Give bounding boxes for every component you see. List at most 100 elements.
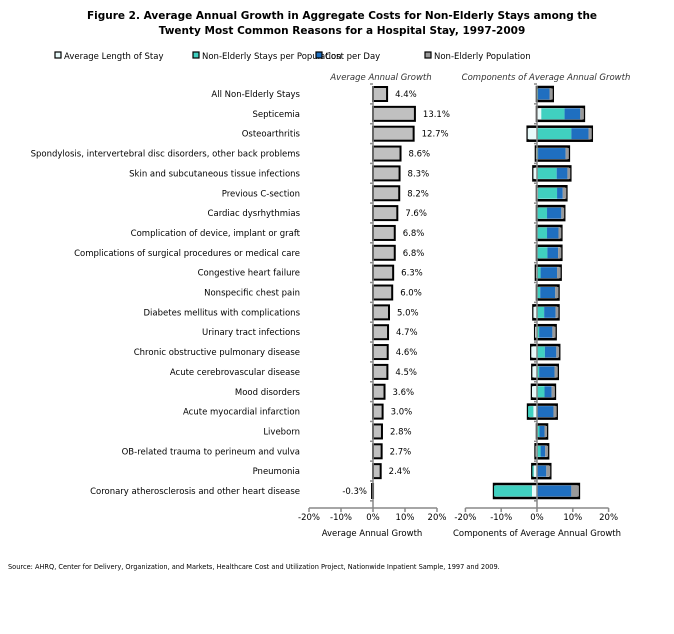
segment-cost — [537, 486, 571, 497]
value-label: 8.2% — [407, 189, 429, 199]
value-label: 8.6% — [409, 150, 431, 160]
left-subtitle: Average Annual Growth — [329, 73, 431, 83]
segment-stays — [532, 466, 533, 477]
category-label: Acute myocardial infarction — [183, 408, 300, 418]
total-growth-bar — [373, 385, 385, 399]
right-x-tick-label: 10% — [563, 513, 582, 523]
segment-cost — [547, 247, 558, 258]
total-growth-bar — [373, 186, 399, 200]
total-growth-bar — [373, 305, 389, 319]
left-x-axis-title: Average Annual Growth — [322, 529, 423, 539]
segment-cost — [541, 446, 546, 457]
segment-cost — [539, 366, 554, 377]
total-growth-bar — [373, 444, 382, 458]
category-label: OB-related trauma to perineum and vulva — [122, 447, 300, 457]
total-growth-bar — [373, 345, 388, 359]
segment-pop — [589, 128, 592, 139]
chart-title-line2: Twenty Most Common Reasons for a Hospita… — [159, 25, 526, 37]
total-growth-bar — [373, 206, 397, 220]
segment-cost — [545, 347, 556, 358]
value-label: 7.6% — [405, 209, 427, 219]
legend-swatch-los — [55, 52, 61, 58]
segment-cost — [537, 466, 546, 477]
segment-pop — [556, 347, 559, 358]
segment-pop — [546, 466, 550, 477]
value-label: 8.3% — [408, 169, 430, 179]
total-growth-bar — [373, 107, 415, 121]
legend-swatch-cost — [316, 52, 322, 58]
total-growth-bar — [373, 266, 393, 280]
segment-stays — [537, 287, 540, 298]
segment-pop — [561, 208, 564, 219]
category-label: Nonspecific chest pain — [204, 289, 300, 299]
segment-pop — [555, 366, 558, 377]
total-growth-bar — [373, 424, 382, 438]
total-growth-bar — [373, 286, 392, 300]
segment-pop — [580, 108, 584, 119]
value-label: 4.4% — [395, 90, 417, 100]
value-label: 12.7% — [422, 130, 449, 140]
segment-los — [531, 347, 537, 358]
segment-cost — [557, 188, 563, 199]
category-label: Cardiac dysrhythmias — [208, 209, 301, 219]
total-growth-bar — [373, 127, 414, 141]
value-label: 13.1% — [423, 110, 450, 120]
segment-pop — [550, 89, 553, 100]
value-label: 6.3% — [401, 269, 423, 279]
category-label: Osteoarthritis — [242, 130, 301, 140]
segment-stays — [528, 406, 533, 417]
segment-pop — [558, 227, 561, 238]
category-label: Urinary tract infections — [202, 328, 301, 338]
segment-stays — [537, 227, 547, 238]
left-x-tick-label: 0% — [366, 513, 380, 523]
segment-pop — [552, 327, 555, 338]
chart-title-line1: Figure 2. Average Annual Growth in Aggre… — [87, 10, 597, 22]
right-x-tick-label: -20% — [454, 513, 476, 523]
legend-label-pop: Non-Elderly Population — [434, 52, 531, 62]
segment-los — [528, 128, 537, 139]
value-label: 2.4% — [389, 467, 411, 477]
segment-pop — [566, 148, 569, 159]
category-label: Congestive heart failure — [198, 269, 300, 279]
category-label: Complications of surgical procedures or … — [74, 249, 300, 259]
total-growth-bar — [373, 464, 381, 478]
left-x-tick-label: -20% — [298, 513, 320, 523]
segment-cost — [540, 426, 545, 437]
segment-pop — [556, 307, 559, 318]
category-label: Previous C-section — [222, 189, 300, 199]
legend-label-cost: Cost per Day — [325, 52, 380, 62]
value-label: 3.6% — [393, 388, 415, 398]
value-label: 4.5% — [395, 368, 417, 378]
total-growth-bar — [373, 365, 387, 379]
segment-pop — [567, 168, 570, 179]
segment-cost — [547, 208, 561, 219]
value-label: 4.7% — [396, 328, 418, 338]
total-growth-bar — [373, 87, 387, 101]
segment-stays — [538, 188, 557, 199]
legend-label-los: Average Length of Stay — [64, 52, 164, 62]
value-label: 6.0% — [400, 289, 422, 299]
segment-cost — [557, 168, 568, 179]
value-label: 5.0% — [397, 308, 419, 318]
category-label: All Non-Elderly Stays — [211, 90, 300, 100]
value-label: 2.7% — [390, 447, 412, 457]
category-label: Mood disorders — [235, 388, 301, 398]
value-label: -0.3% — [342, 487, 367, 497]
legend-swatch-stays — [193, 52, 199, 58]
segment-pop — [553, 406, 556, 417]
segment-cost — [538, 89, 549, 100]
segment-los — [532, 386, 537, 397]
right-x-tick-label: 20% — [599, 513, 618, 523]
source-note: Source: AHRQ, Center for Delivery, Organ… — [8, 563, 500, 571]
segment-stays — [494, 486, 532, 497]
legend-swatch-pop — [425, 52, 431, 58]
total-growth-bar — [373, 405, 383, 419]
segment-cost — [538, 148, 566, 159]
category-label: Complication of device, implant or graft — [131, 229, 301, 239]
category-label: Coronary atherosclerosis and other heart… — [90, 487, 300, 497]
category-label: Pneumonia — [253, 467, 300, 477]
segment-stays — [537, 247, 547, 258]
segment-pop — [557, 267, 561, 278]
segment-pop — [558, 247, 561, 258]
value-label: 6.8% — [403, 249, 425, 259]
